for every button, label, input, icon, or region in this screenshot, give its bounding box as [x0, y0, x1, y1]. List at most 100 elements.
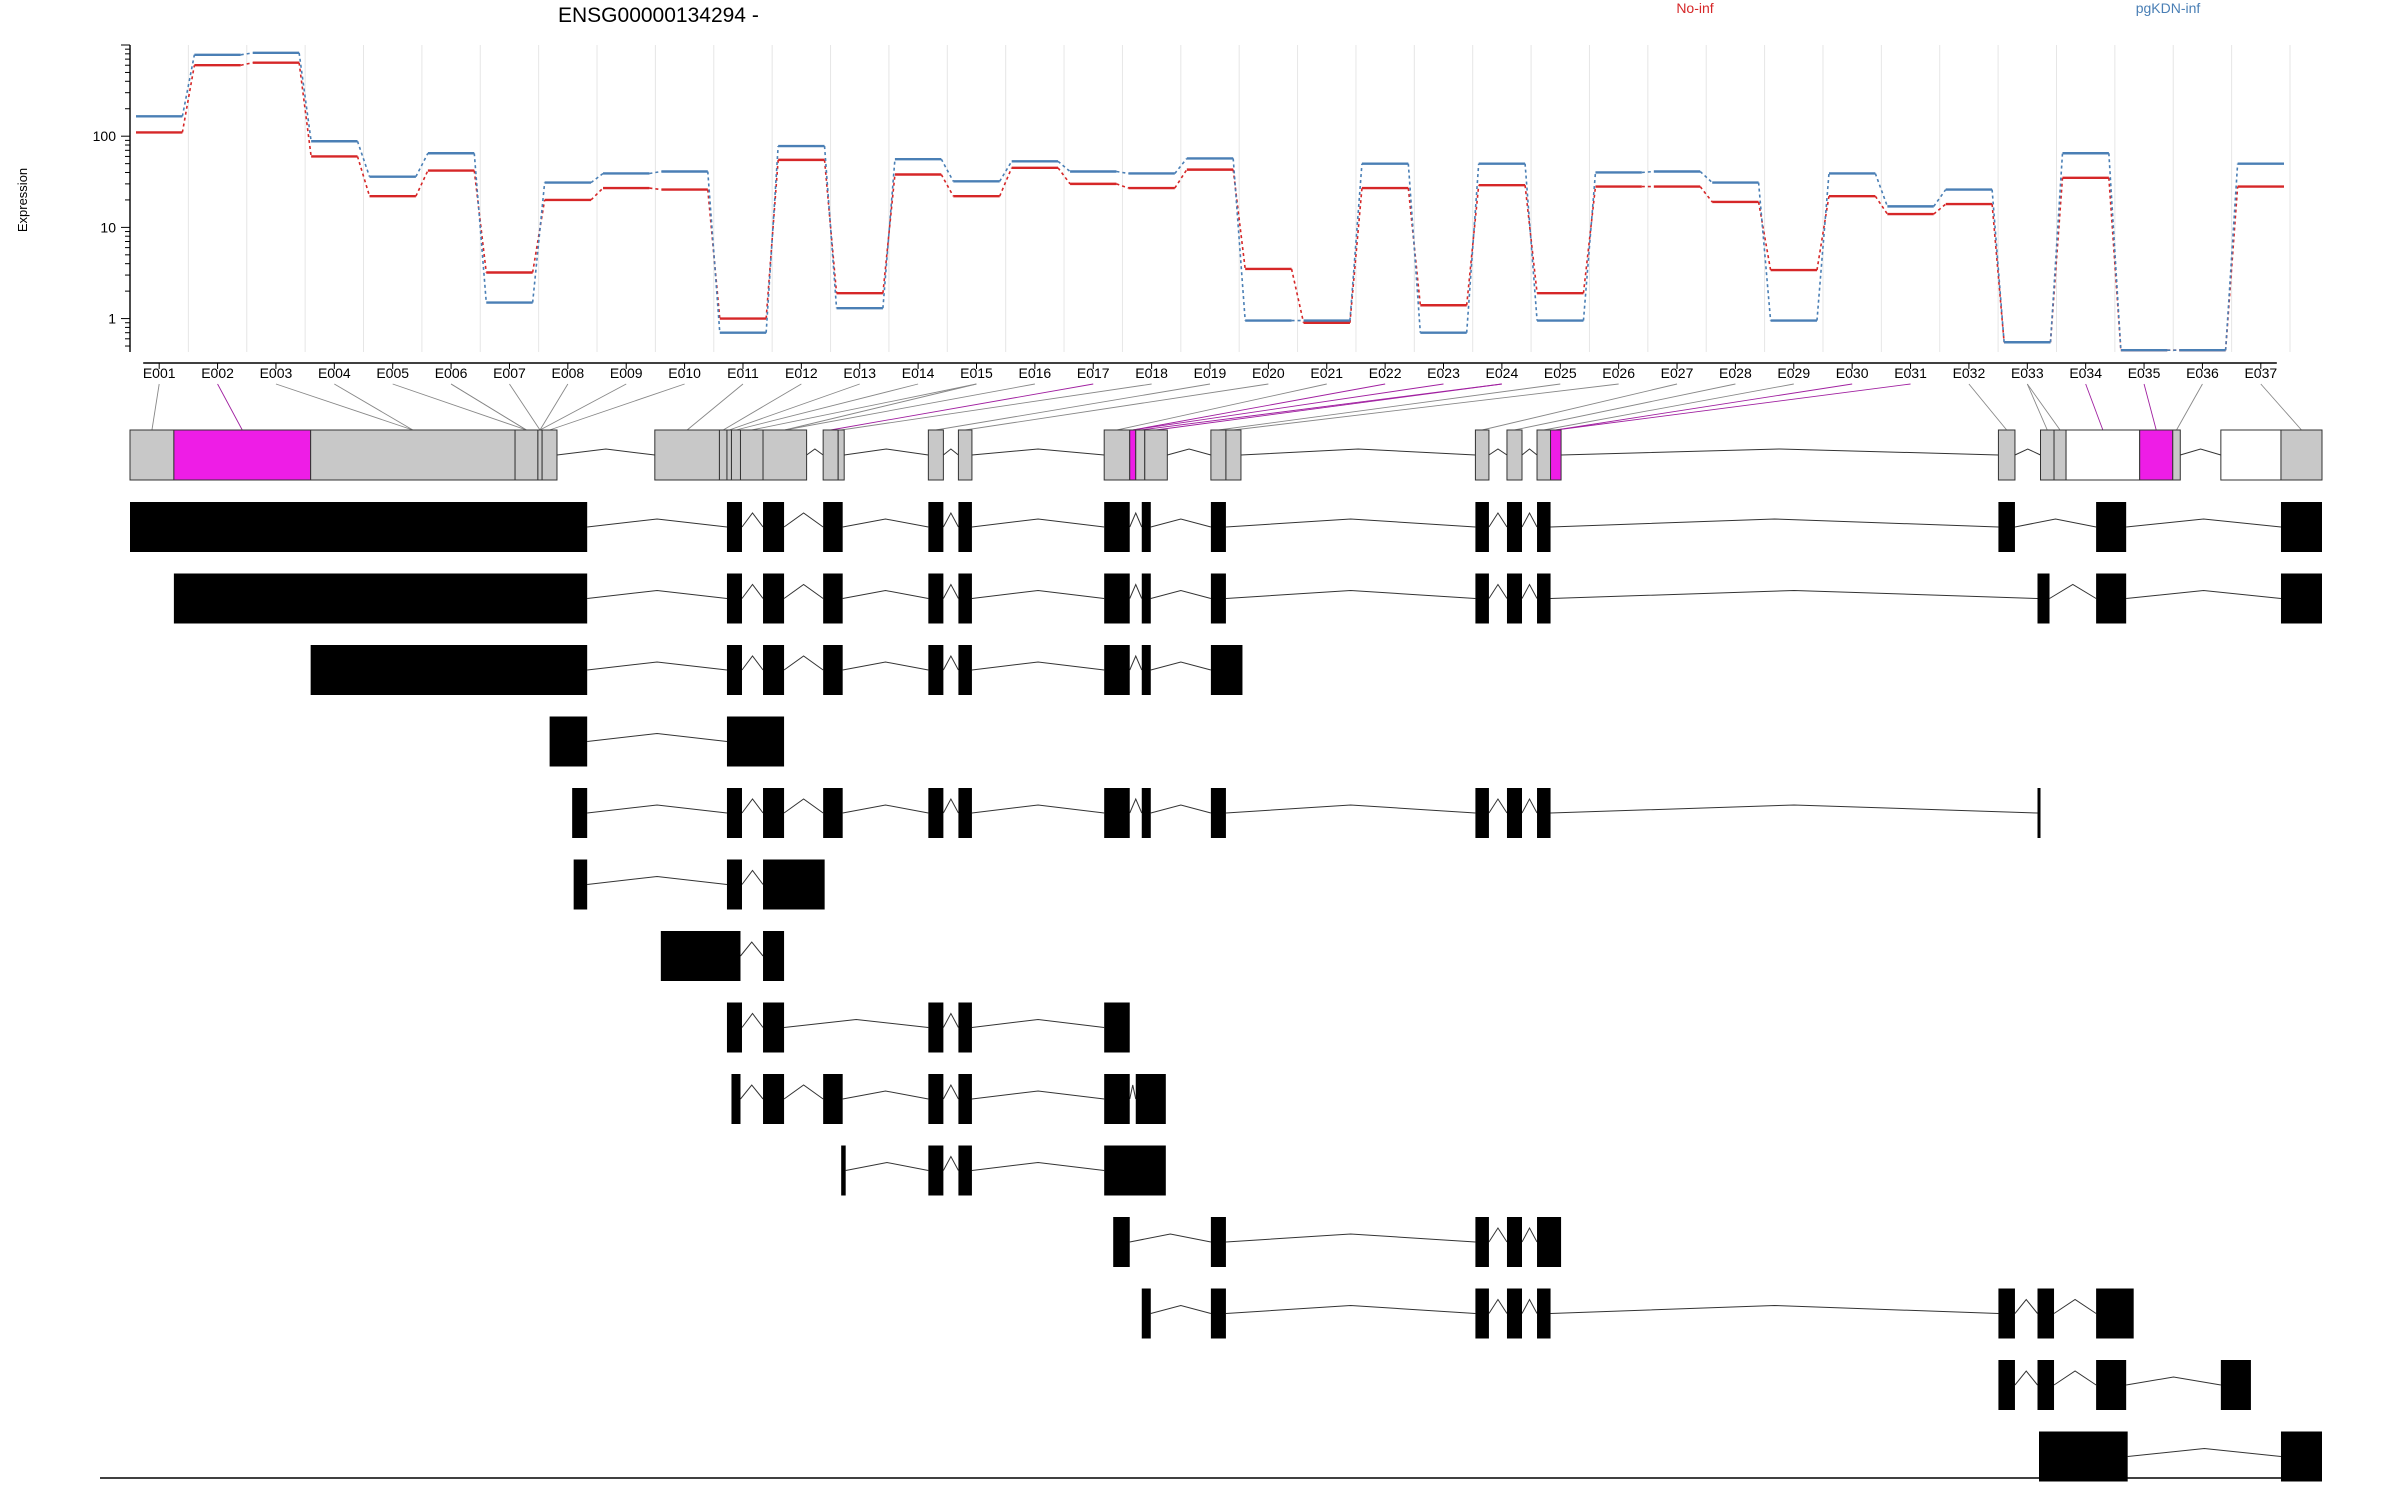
exon-label-e017: E017 [1077, 365, 1110, 381]
transcript-intron [587, 589, 728, 599]
transcript-intron [942, 1083, 959, 1100]
transcript-exon [726, 502, 742, 552]
gene-model-exon [739, 429, 764, 481]
exon-label-e015: E015 [960, 365, 993, 381]
transcript-intron [1550, 1304, 1999, 1314]
transcript-exon [763, 645, 785, 695]
transcript-intron [942, 511, 959, 528]
transcript-exon [726, 1002, 742, 1053]
exon-label-e001: E001 [143, 365, 176, 381]
transcript-intron [942, 654, 959, 671]
transcript-intron [842, 518, 929, 528]
x-gridlines [129, 45, 2291, 352]
transcript-exon [1141, 573, 1151, 624]
exon-connector [830, 383, 1094, 431]
exon-connector [549, 383, 685, 431]
series-connector [298, 52, 312, 142]
transcript-intron [942, 797, 959, 814]
transcript-exon [823, 502, 843, 552]
exon-label-e024: E024 [1486, 365, 1519, 381]
transcript-exon [726, 716, 785, 767]
series-connector [649, 187, 662, 191]
legend-pgkdn-inf: pgKDN-inf [2136, 0, 2201, 16]
transcript-intron [1521, 1226, 1538, 1243]
transcript-exon [958, 1145, 972, 1196]
series-connector [181, 54, 196, 117]
transcript-exon [731, 1074, 741, 1124]
exon-label-e021: E021 [1310, 365, 1343, 381]
transcript-intron [741, 655, 764, 671]
transcript-intron [971, 1161, 1105, 1171]
transcript-intron [842, 804, 929, 814]
exon-connector [2260, 383, 2302, 431]
transcript-intron [587, 804, 728, 814]
transcript-intron [971, 804, 1105, 814]
exon-connector [1555, 383, 1911, 431]
transcript-intron [2127, 1447, 2282, 1457]
transcript-intron [2014, 1298, 2038, 1314]
series-connector [940, 174, 954, 197]
transcript-exon [1104, 1074, 1130, 1124]
series-connector [1232, 169, 1246, 270]
gene-model-exon [1103, 429, 1131, 481]
transcript-exon [1537, 788, 1551, 838]
transcript-intron [1550, 804, 2038, 814]
exon-label-e002: E002 [201, 365, 234, 381]
exon-label-e036: E036 [2186, 365, 2219, 381]
exon-label-e029: E029 [1777, 365, 1810, 381]
transcript-exon [1135, 1074, 1166, 1124]
transcript-exon [1998, 1360, 2015, 1410]
transcript-exon [928, 1074, 944, 1124]
y-axis-label: Expression [15, 168, 30, 232]
transcript-intron [971, 1090, 1105, 1100]
exon-connector [784, 383, 1035, 431]
transcript-exon [763, 1002, 785, 1053]
series-connector [2224, 163, 2239, 351]
transcript-exon [1104, 573, 1130, 624]
transcript-exon [1506, 502, 1522, 552]
intron-line [844, 448, 929, 456]
transcript-intron [587, 875, 728, 885]
transcript-intron [1521, 511, 1538, 528]
transcript-intron [741, 583, 764, 599]
transcript-intron [1150, 804, 1212, 814]
transcript-exon [726, 645, 742, 695]
transcript-intron [2049, 583, 2097, 599]
series-connector [590, 172, 604, 184]
exon-label-e031: E031 [1894, 365, 1927, 381]
transcript-exon [928, 788, 944, 838]
transcript-exon [2037, 1288, 2055, 1339]
gene-model-exon [514, 429, 539, 481]
transcript-exon [173, 573, 588, 624]
genomic-axis: 4635818846359809463614294636305046364670… [100, 1477, 2322, 1479]
series-connector [1757, 182, 1772, 321]
exon-connector [1514, 383, 1736, 431]
gene-model-exon [822, 429, 839, 481]
transcript-intron [741, 1012, 764, 1028]
transcript-exon [1537, 573, 1551, 624]
exon-label-e030: E030 [1836, 365, 1869, 381]
transcript-exon [1475, 788, 1489, 838]
gene-model-exon [2280, 429, 2323, 481]
transcript-exon [2220, 1360, 2251, 1410]
transcript-intron [1150, 1304, 1212, 1314]
transcript-intron [741, 869, 764, 885]
transcript-intron [1150, 661, 1212, 671]
transcript-exon [1475, 573, 1489, 624]
exon-connector [2026, 383, 2061, 431]
exon-label-e010: E010 [668, 365, 701, 381]
transcript-intron [2053, 1370, 2097, 1386]
exon-label-e014: E014 [902, 365, 935, 381]
exon-label-e018: E018 [1135, 365, 1168, 381]
transcript-intron [1550, 518, 1999, 528]
transcript-exon [2096, 1360, 2127, 1410]
transcript-exon [763, 859, 825, 910]
transcript-exon [958, 502, 972, 552]
series-connector [415, 152, 429, 178]
transcript-intron [1488, 1227, 1508, 1243]
transcript-intron [971, 1018, 1105, 1028]
transcript-intron [1129, 1084, 1137, 1100]
exon-connector [729, 383, 860, 431]
intron-line [1521, 448, 1538, 456]
transcript-7 [660, 931, 785, 981]
